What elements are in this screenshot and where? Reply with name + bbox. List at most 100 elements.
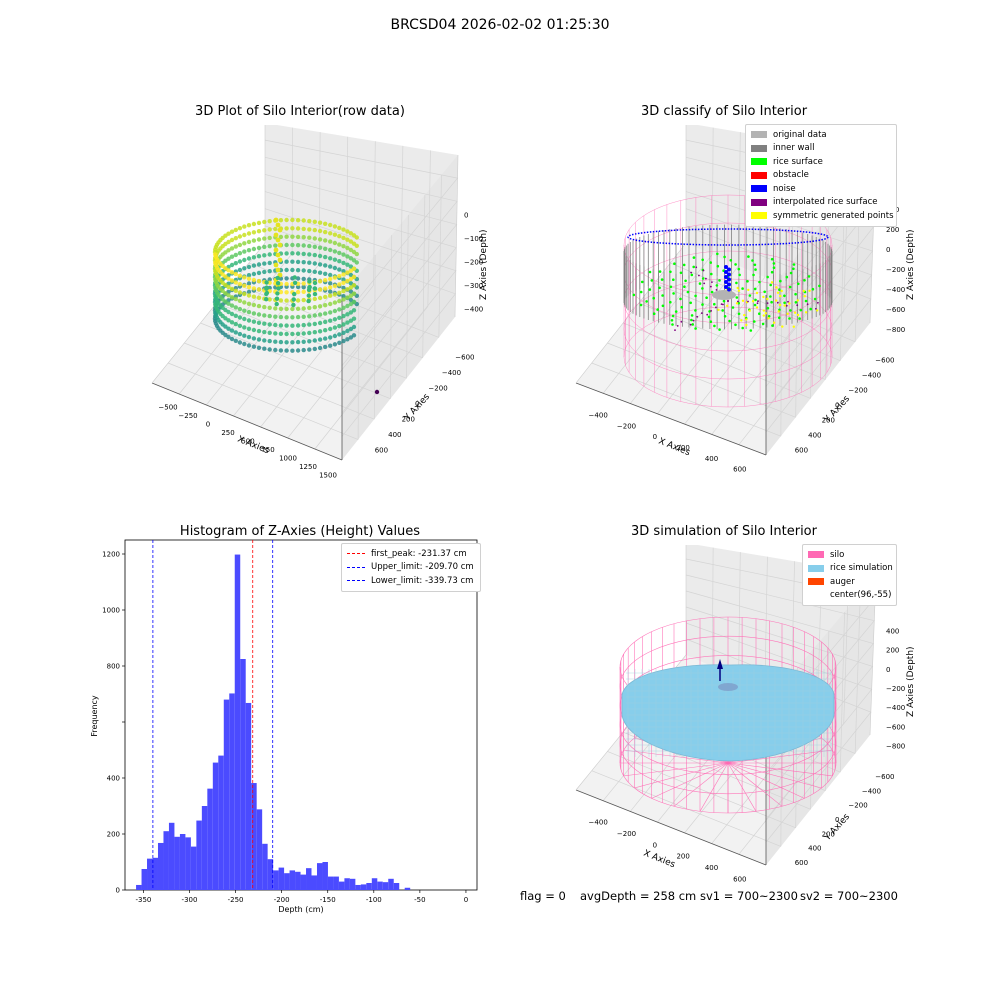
- legend-entry: rice simulation: [808, 562, 893, 576]
- point: [328, 239, 333, 244]
- legend-swatch: [751, 131, 767, 139]
- histogram-bar: [185, 837, 191, 890]
- interpolated-point: [702, 269, 705, 272]
- grid-line: [591, 770, 781, 847]
- point: [226, 293, 231, 298]
- histogram-bar: [316, 863, 323, 890]
- histogram-bar: [267, 859, 274, 890]
- point: [328, 335, 333, 340]
- point: [264, 297, 269, 302]
- grid-line: [390, 234, 393, 399]
- point: [312, 305, 317, 310]
- point: [323, 254, 328, 260]
- rice-surface-point: [698, 282, 702, 285]
- point: [273, 339, 278, 344]
- histogram-legend: first_peak: -231.37 cm Upper_limit: -209.…: [341, 543, 481, 592]
- symmetric-point: [748, 309, 751, 312]
- point: [233, 280, 238, 285]
- legend-label: center(96,-55): [830, 590, 892, 601]
- point: [312, 338, 317, 343]
- rice-surface-point: [804, 299, 808, 303]
- panel2-x-label: X Axies: [657, 437, 692, 459]
- grid-line: [287, 295, 401, 439]
- point: [295, 339, 301, 345]
- point: [267, 252, 272, 257]
- point: [262, 236, 267, 241]
- point: [323, 263, 328, 268]
- rice-surface-point: [818, 284, 821, 288]
- grid-line: [200, 322, 391, 400]
- panel4-x-label: X Axies: [642, 849, 677, 871]
- rice-surface-point: [690, 314, 694, 317]
- symmetric-point: [736, 286, 739, 290]
- rice-surface-point: [770, 270, 774, 274]
- point: [237, 251, 243, 256]
- symmetric-point: [745, 323, 748, 327]
- point: [317, 245, 323, 250]
- point: [301, 322, 306, 328]
- point: [242, 291, 247, 297]
- point: [345, 278, 350, 284]
- point: [233, 288, 238, 293]
- point: [306, 293, 311, 298]
- point: [323, 294, 328, 300]
- point: [290, 331, 295, 337]
- point: [290, 259, 295, 264]
- y-tick-label: 400: [388, 431, 401, 439]
- legend-label: obstacle: [773, 170, 809, 181]
- point: [229, 286, 235, 292]
- interpolated-point: [711, 281, 713, 283]
- point: [345, 229, 350, 234]
- histogram-bar: [338, 881, 345, 890]
- point: [312, 244, 317, 249]
- legend-label: first_peak: -231.37 cm: [371, 548, 467, 559]
- point: [307, 305, 312, 311]
- rice-surface-point: [794, 292, 797, 296]
- y-tick-label: 200: [107, 831, 120, 839]
- rice-surface-point: [669, 270, 672, 274]
- rice-surface-point: [809, 307, 812, 311]
- histogram-bar: [333, 876, 339, 890]
- point: [251, 319, 257, 324]
- z-tick-label: 200: [886, 226, 899, 234]
- panel1-z-label: Z Axies (Depth): [479, 229, 489, 300]
- point: [351, 283, 357, 288]
- rice-surface-point: [658, 286, 661, 290]
- y-tick-label: −600: [455, 354, 474, 362]
- noise-point: [727, 267, 731, 272]
- rice-surface-point: [694, 309, 697, 312]
- point: [262, 228, 267, 233]
- grid-line: [591, 362, 781, 437]
- point: [348, 310, 354, 315]
- rice-surface-point: [692, 256, 696, 259]
- point: [229, 262, 235, 268]
- point: [251, 271, 257, 277]
- rice-surface-point: [705, 296, 708, 299]
- z-tick-label: 0: [886, 246, 890, 254]
- point: [307, 260, 312, 265]
- rice-surface-point: [632, 293, 636, 297]
- point: [264, 285, 269, 290]
- rice-surface-point: [770, 300, 773, 304]
- histogram-bar: [306, 868, 312, 890]
- point: [323, 344, 328, 350]
- point: [317, 262, 323, 267]
- grid-line: [630, 265, 739, 404]
- histogram-bar: [136, 884, 142, 890]
- point: [274, 301, 279, 307]
- point: [246, 301, 252, 306]
- grid-line: [795, 254, 798, 418]
- point: [351, 324, 357, 330]
- point: [307, 330, 312, 336]
- symmetric-point: [775, 286, 778, 289]
- noise-point: [727, 272, 731, 277]
- point: [323, 328, 328, 333]
- point: [348, 289, 354, 294]
- point: [278, 218, 284, 223]
- rice-surface-point: [778, 316, 781, 320]
- rice-surface-point: [792, 267, 795, 271]
- point: [223, 324, 228, 329]
- point: [256, 337, 262, 342]
- legend-entry: Lower_limit: -339.73 cm: [347, 574, 475, 588]
- point: [278, 306, 284, 311]
